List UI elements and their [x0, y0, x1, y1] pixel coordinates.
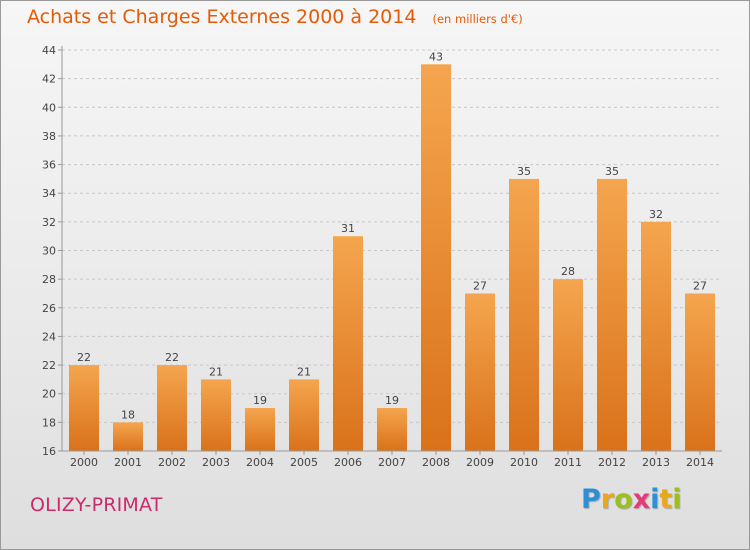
bar-value-label: 19 [253, 394, 267, 407]
y-tick-label: 36 [42, 159, 56, 172]
y-tick-label: 42 [42, 73, 56, 86]
bar [685, 293, 715, 451]
title-text: Achats et Charges Externes 2000 à 2014 [27, 6, 417, 28]
y-tick-label: 32 [42, 216, 56, 229]
logo-letter: P [581, 484, 601, 515]
bar [597, 178, 627, 451]
y-tick-label: 22 [42, 359, 56, 372]
bar-value-label: 31 [341, 222, 355, 235]
bar-value-label: 28 [561, 265, 575, 278]
x-tick-label: 2003 [202, 456, 230, 469]
y-tick-label: 30 [42, 245, 56, 258]
y-tick-label: 18 [42, 416, 56, 429]
logo-letter: o [614, 484, 633, 515]
bar-value-label: 19 [385, 394, 399, 407]
bar [245, 408, 275, 451]
logo-letter: i [650, 484, 660, 515]
bar-value-label: 27 [473, 279, 487, 292]
bar [421, 64, 451, 452]
title-unit: (en milliers d'€) [432, 12, 523, 26]
bar-value-label: 35 [605, 165, 619, 178]
logo-letter: t [659, 484, 673, 515]
bar [377, 408, 407, 451]
x-tick-label: 2009 [466, 456, 494, 469]
x-tick-label: 2011 [554, 456, 582, 469]
bar [553, 279, 583, 451]
logo-letter: r [600, 484, 615, 515]
x-tick-label: 2007 [378, 456, 406, 469]
x-tick-label: 2001 [114, 456, 142, 469]
bar-value-label: 21 [297, 365, 311, 378]
chart-title: Achats et Charges Externes 2000 à 2014 (… [27, 6, 523, 28]
x-tick-label: 2013 [642, 456, 670, 469]
bar-value-label: 35 [517, 165, 531, 178]
town-name: OLIZY-PRIMAT [30, 494, 163, 516]
x-tick-label: 2006 [334, 456, 362, 469]
bar-value-label: 22 [77, 351, 91, 364]
bar [69, 365, 99, 451]
bar [157, 365, 187, 451]
bar-value-label: 32 [649, 208, 663, 221]
grid-lines [62, 49, 722, 423]
bar [465, 293, 495, 451]
bars [69, 64, 715, 452]
y-tick-label: 24 [42, 330, 56, 343]
bar-value-label: 18 [121, 408, 135, 421]
bar [509, 178, 539, 451]
x-tick-label: 2008 [422, 456, 450, 469]
y-tick-label: 38 [42, 130, 56, 143]
bar-value-label: 21 [209, 365, 223, 378]
proxiti-logo: Proxiti [581, 484, 682, 515]
x-tick-label: 2000 [70, 456, 98, 469]
bar [289, 379, 319, 451]
x-tick-label: 2010 [510, 456, 538, 469]
y-tick-label: 26 [42, 302, 56, 315]
y-tick-label: 34 [42, 187, 56, 200]
bar-value-label: 27 [693, 279, 707, 292]
axes [58, 46, 722, 455]
bar [113, 422, 143, 451]
x-tick-label: 2012 [598, 456, 626, 469]
bar [641, 221, 671, 451]
x-tick-label: 2004 [246, 456, 274, 469]
y-tick-label: 44 [42, 44, 56, 57]
y-tick-label: 40 [42, 101, 56, 114]
y-tick-label: 28 [42, 273, 56, 286]
bar-value-label: 22 [165, 351, 179, 364]
logo-letter: i [672, 484, 682, 515]
y-tick-label: 20 [42, 388, 56, 401]
bar-value-label: 43 [429, 50, 443, 63]
x-tick-label: 2005 [290, 456, 318, 469]
x-tick-label: 2014 [686, 456, 714, 469]
logo-letter: x [632, 484, 651, 515]
bar [333, 236, 363, 451]
labels: 16 18 20 22 24 26 28 30 32 34 36 38 40 42 44 22 2000 18 20… [42, 44, 714, 469]
bar [201, 379, 231, 451]
x-tick-label: 2002 [158, 456, 186, 469]
y-tick-label: 16 [42, 445, 56, 458]
